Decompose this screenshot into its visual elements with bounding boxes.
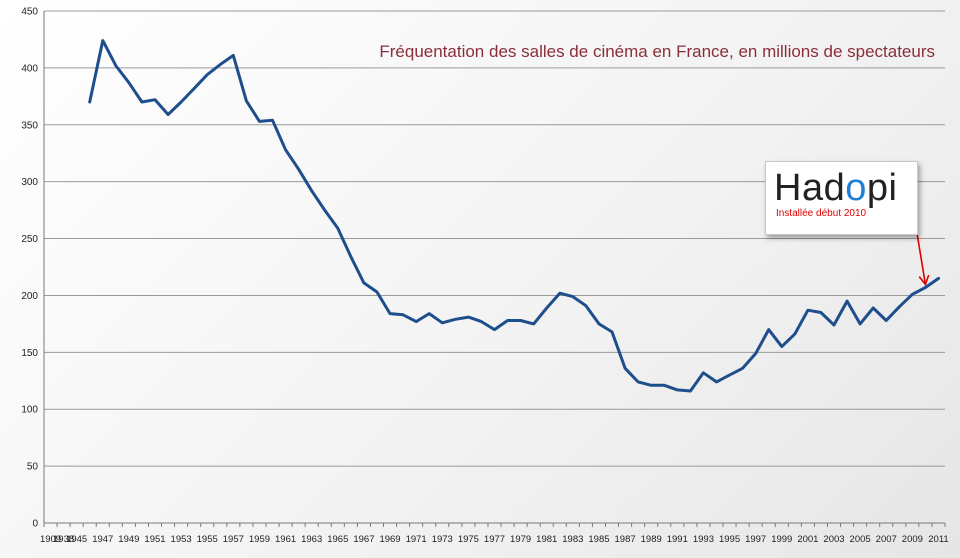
- hadopi-caption: Installée début 2010: [776, 208, 867, 219]
- series-group: [88, 39, 940, 393]
- y-tick-label: 150: [21, 348, 38, 359]
- y-tick-label: 400: [21, 63, 38, 74]
- x-tick-label: 1959: [249, 534, 270, 545]
- x-tick-label: 1963: [301, 534, 322, 545]
- x-tick-label: 1997: [745, 534, 766, 545]
- x-tick-label: 1981: [536, 534, 557, 545]
- y-tick-label: 200: [21, 291, 38, 302]
- x-tick-label: 1947: [92, 534, 113, 545]
- x-tick-label: 1999: [771, 534, 792, 545]
- x-tick-label: 1991: [667, 534, 688, 545]
- x-tick-label: 2011: [928, 534, 948, 545]
- grid-lines: [44, 10, 945, 524]
- x-tick-label: 1957: [223, 534, 244, 545]
- x-tick-label: 1953: [171, 534, 192, 545]
- x-tick-label: 1965: [327, 534, 348, 545]
- y-tick-label: 250: [21, 234, 38, 245]
- x-tick-label: 1969: [379, 534, 400, 545]
- y-axis: 0 50 100 150 200 250 300 350 400 450: [21, 7, 45, 530]
- x-tick-label: 1987: [615, 534, 636, 545]
- x-tick-label: 1949: [118, 534, 139, 545]
- annotation-arrow-head: [918, 274, 930, 287]
- y-tick-label: 50: [27, 462, 39, 473]
- y-tick-label: 350: [21, 120, 38, 131]
- x-tick-label: 1961: [275, 534, 296, 545]
- hadopi-logo: Hadopi: [774, 167, 898, 209]
- y-tick-label: 100: [21, 405, 38, 416]
- x-tick-label: 2009: [902, 534, 923, 545]
- y-tick-label: 300: [21, 177, 38, 188]
- x-tick-label: 1975: [458, 534, 479, 545]
- x-tick-label: 1993: [693, 534, 714, 545]
- x-tick-label: 1995: [719, 534, 740, 545]
- hadopi-annotation: Hadopi Installée début 2010: [765, 161, 918, 235]
- series-line: [88, 39, 940, 393]
- x-tick-label: 2005: [850, 534, 871, 545]
- x-tick-label: 1951: [144, 534, 165, 545]
- x-tick-label: 1955: [197, 534, 218, 545]
- x-tick-label: 1967: [353, 534, 374, 545]
- x-tick-label: 1938: [53, 534, 74, 545]
- annotation-arrow-shaft: [916, 232, 927, 285]
- x-tick-label: 1989: [641, 534, 662, 545]
- x-tick-label: 1945: [66, 534, 87, 545]
- y-tick-label: 450: [21, 7, 38, 18]
- x-tick-label: 1977: [484, 534, 505, 545]
- x-tick-label: 1983: [562, 534, 583, 545]
- x-tick-label: 1971: [406, 534, 427, 545]
- x-tick-label: 1979: [510, 534, 531, 545]
- x-tick-label: 1909: [40, 534, 61, 545]
- x-tick-label: 1973: [432, 534, 453, 545]
- annotation-arrow: [916, 232, 930, 287]
- x-tick-label: 1985: [588, 534, 609, 545]
- x-tick-label: 2003: [823, 534, 844, 545]
- y-tick-label: 0: [32, 519, 38, 530]
- x-tick-label: 2007: [876, 534, 897, 545]
- x-tick-label: 2001: [797, 534, 818, 545]
- chart-title: Fréquentation des salles de cinéma en Fr…: [379, 42, 935, 61]
